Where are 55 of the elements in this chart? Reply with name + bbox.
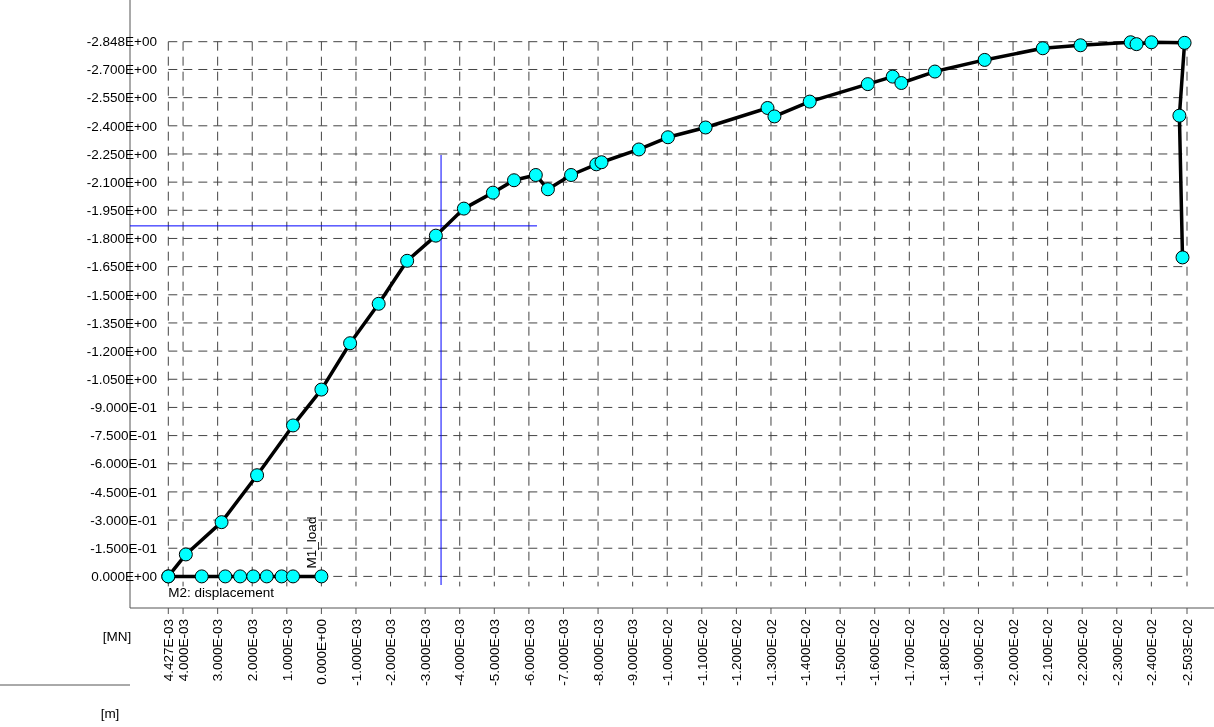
annotation: M2: displacement	[168, 585, 275, 601]
x-tick-label: -1.200E-02	[729, 619, 745, 686]
x-axis-title: [m]	[100, 706, 120, 721]
y-axis-title: [MN]	[102, 629, 132, 644]
x-tick-label: -5.000E-03	[487, 619, 503, 686]
x-tick-label: -1.900E-02	[971, 619, 987, 686]
x-tick-label: -1.600E-02	[867, 619, 883, 686]
x-tick-label: 1.000E-03	[279, 619, 295, 682]
x-tick-label: -1.000E-03	[348, 619, 364, 686]
y-tick-label: -1.200E+00	[86, 343, 157, 359]
x-tick-label: -2.200E-02	[1074, 619, 1090, 686]
x-tick-label: 4.000E-03	[175, 619, 191, 682]
x-tick-label: 0.000E+00	[314, 619, 330, 685]
x-tick-label: -2.300E-02	[1109, 619, 1125, 686]
y-tick-label: -1.350E+00	[86, 315, 157, 331]
y-tick-label: -2.550E+00	[86, 90, 157, 106]
x-tick-label: -1.500E-02	[832, 619, 848, 686]
y-tick-label: -6.000E-01	[90, 456, 157, 472]
x-tick-label: -2.503E-02	[1179, 619, 1195, 686]
x-tick-label: -1.700E-02	[902, 619, 918, 686]
y-tick-label: 0.000E+00	[91, 569, 157, 585]
x-tick-label: -2.400E-02	[1144, 619, 1160, 686]
y-tick-label: -2.100E+00	[86, 174, 157, 190]
x-tick-label: -6.000E-03	[521, 619, 537, 686]
x-tick-label: -1.800E-02	[936, 619, 952, 686]
x-tick-label: -1.400E-02	[798, 619, 814, 686]
x-tick-label: -3.000E-03	[417, 619, 433, 686]
x-tick-label: -9.000E-03	[625, 619, 641, 686]
x-tick-label: -8.000E-03	[590, 619, 606, 686]
y-tick-label: -1.500E+00	[86, 287, 157, 303]
x-tick-label: -1.000E-02	[659, 619, 675, 686]
y-tick-label: -1.650E+00	[86, 259, 157, 275]
y-tick-label: -9.000E-01	[90, 400, 157, 416]
x-tick-label: -7.000E-03	[556, 619, 572, 686]
y-tick-label: -2.700E+00	[86, 62, 157, 78]
x-tick-label: -1.100E-02	[694, 619, 710, 686]
y-tick-label: -2.400E+00	[86, 118, 157, 134]
y-tick-label: -2.848E+00	[86, 34, 157, 50]
y-tick-label: -3.000E-01	[90, 512, 157, 528]
y-tick-label: -1.800E+00	[86, 231, 157, 247]
x-tick-label: -2.000E-03	[383, 619, 399, 686]
annotation: M1_load	[304, 516, 320, 569]
y-tick-label: -4.500E-01	[90, 484, 157, 500]
x-tick-label: 3.000E-03	[210, 619, 226, 682]
y-tick-label: -7.500E-01	[90, 428, 157, 444]
x-tick-label: -4.000E-03	[452, 619, 468, 686]
y-tick-label: -2.250E+00	[86, 146, 157, 162]
y-tick-label: -1.500E-01	[90, 540, 157, 556]
x-tick-label: 4.427E-03	[161, 619, 177, 682]
y-tick-label: -1.050E+00	[86, 371, 157, 387]
x-tick-label: -2.000E-02	[1005, 619, 1021, 686]
y-tick-label: -1.950E+00	[86, 203, 157, 219]
x-tick-label: -1.300E-02	[763, 619, 779, 686]
x-tick-label: -2.100E-02	[1040, 619, 1056, 686]
x-tick-label: 2.000E-03	[244, 619, 260, 682]
